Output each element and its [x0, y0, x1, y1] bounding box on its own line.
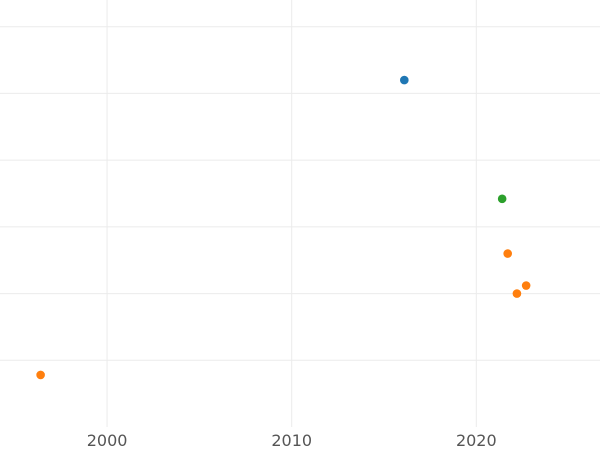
points-layer [36, 75, 531, 380]
data-point [521, 281, 531, 290]
x-tick-label: 2000 [87, 431, 128, 450]
data-point [36, 370, 45, 380]
x-axis-tick-labels: 2000 2010 2020 [87, 431, 497, 450]
x-tick-label: 2010 [271, 431, 312, 450]
data-point [497, 194, 507, 204]
data-point [400, 75, 409, 85]
grid-layer [0, 0, 600, 427]
data-point [503, 249, 512, 258]
data-point [512, 289, 522, 298]
x-tick-label: 2020 [456, 431, 497, 450]
